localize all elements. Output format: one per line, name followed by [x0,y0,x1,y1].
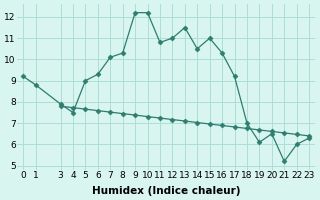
X-axis label: Humidex (Indice chaleur): Humidex (Indice chaleur) [92,186,240,196]
